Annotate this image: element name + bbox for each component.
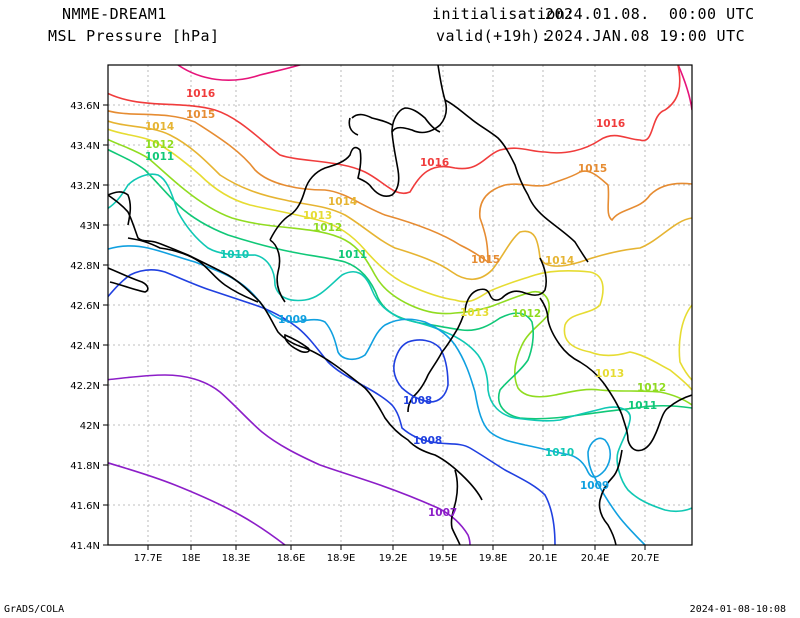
contour-label: 1011 — [338, 249, 367, 261]
border — [444, 99, 589, 263]
x-tick-label: 18.6E — [277, 553, 306, 564]
x-tick-label: 20.1E — [529, 553, 558, 564]
contour-label: 1013 — [595, 368, 624, 380]
y-tick-label: 41.8N — [70, 461, 100, 472]
contour-1007 — [108, 462, 286, 545]
contour-1012 — [108, 138, 692, 406]
contour-1013 — [678, 304, 692, 381]
contour-label: 1014 — [145, 121, 174, 133]
y-tick-label: 42N — [80, 421, 100, 432]
contour-label: 1016 — [186, 88, 215, 100]
x-tick-label: 19.5E — [429, 553, 458, 564]
valid-label: valid(+19h): — [436, 27, 551, 45]
x-tick-label: 18.3E — [222, 553, 251, 564]
contour-label: 1012 — [637, 382, 666, 394]
contour-label: 1014 — [545, 255, 574, 267]
x-tick-label: 17.7E — [134, 553, 163, 564]
border — [348, 117, 359, 136]
border — [450, 469, 461, 545]
x-tick-label: 19.2E — [379, 553, 408, 564]
y-tick-label: 43.4N — [70, 141, 100, 152]
border — [598, 449, 623, 545]
y-tick-label: 42.4N — [70, 341, 100, 352]
contour-1016 — [108, 65, 681, 195]
border — [539, 297, 692, 452]
contour-1007 — [108, 374, 471, 545]
contour-1014 — [108, 120, 692, 281]
init-label: initialisation: — [432, 5, 575, 23]
contour-label: 1008 — [413, 435, 442, 447]
x-tick-label: 20.4E — [581, 553, 610, 564]
y-tick-label: 43N — [80, 221, 100, 232]
contour-label: 1015 — [186, 109, 215, 121]
border — [351, 113, 393, 126]
contour-label: 1013 — [460, 307, 489, 319]
contour-label: 1013 — [303, 210, 332, 222]
y-tick-label: 42.8N — [70, 261, 100, 272]
x-tick-label: 18E — [181, 553, 200, 564]
valid-value: 2024.JAN.08 19:00 UTC — [545, 27, 746, 45]
contour-label: 1012 — [313, 222, 342, 234]
grid — [108, 65, 692, 545]
border — [391, 107, 441, 133]
contour-label: 1016 — [596, 118, 625, 130]
contour-1015 — [108, 109, 692, 264]
contour-1008 — [393, 339, 449, 403]
contour-label: 1007 — [428, 507, 457, 519]
init-value: 2024.01.08. 00:00 UTC — [545, 5, 755, 23]
contour-label: 1016 — [420, 157, 449, 169]
footer-timestamp: 2024-01-08-10:08 — [689, 604, 786, 615]
contour-label: 1010 — [545, 447, 574, 459]
contour-label: 1012 — [145, 139, 174, 151]
coastline — [284, 333, 310, 353]
contour-label: 1014 — [328, 196, 357, 208]
coastline — [108, 267, 149, 293]
contour-1017 — [177, 65, 303, 81]
border — [269, 65, 448, 241]
x-tick-label: 19.8E — [479, 553, 508, 564]
y-tick-label: 41.6N — [70, 501, 100, 512]
contour-label: 1015 — [471, 254, 500, 266]
border — [269, 239, 286, 303]
contour-label: 1009 — [580, 480, 609, 492]
contour-label: 1012 — [512, 308, 541, 320]
model-title: NMME-DREAM1 — [62, 5, 167, 23]
y-tick-label: 43.6N — [70, 101, 100, 112]
y-tick-label: 42.6N — [70, 301, 100, 312]
coastline — [108, 194, 483, 501]
border — [108, 191, 132, 226]
y-tick-label: 43.2N — [70, 181, 100, 192]
border — [127, 237, 259, 303]
contour-label: 1010 — [220, 249, 249, 261]
y-tick-label: 41.4N — [70, 541, 100, 552]
x-tick-label: 18.9E — [327, 553, 356, 564]
contour-1011 — [108, 148, 692, 420]
contour-label: 1008 — [403, 395, 432, 407]
contour-label: 1015 — [578, 163, 607, 175]
footer-software: GrADS/COLA — [4, 604, 65, 615]
y-tick-label: 42.2N — [70, 381, 100, 392]
contour-1010 — [108, 173, 692, 513]
contour-label: 1011 — [145, 151, 174, 163]
border — [407, 257, 547, 413]
variable-title: MSL Pressure [hPa] — [48, 27, 220, 45]
contour-label: 1011 — [628, 400, 657, 412]
contour-label: 1009 — [278, 314, 307, 326]
x-tick-label: 20.7E — [631, 553, 660, 564]
